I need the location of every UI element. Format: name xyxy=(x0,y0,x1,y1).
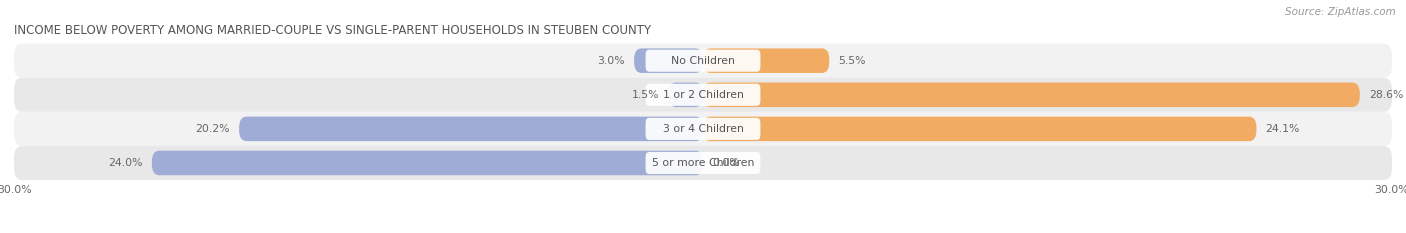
FancyBboxPatch shape xyxy=(703,48,830,73)
FancyBboxPatch shape xyxy=(14,44,1392,78)
Text: INCOME BELOW POVERTY AMONG MARRIED-COUPLE VS SINGLE-PARENT HOUSEHOLDS IN STEUBEN: INCOME BELOW POVERTY AMONG MARRIED-COUPL… xyxy=(14,24,651,37)
FancyBboxPatch shape xyxy=(634,48,703,73)
FancyBboxPatch shape xyxy=(14,146,1392,180)
FancyBboxPatch shape xyxy=(645,152,761,174)
FancyBboxPatch shape xyxy=(14,78,1392,112)
Text: 1 or 2 Children: 1 or 2 Children xyxy=(662,90,744,100)
Text: Source: ZipAtlas.com: Source: ZipAtlas.com xyxy=(1285,7,1396,17)
FancyBboxPatch shape xyxy=(14,112,1392,146)
Text: 3.0%: 3.0% xyxy=(598,56,624,66)
Text: 28.6%: 28.6% xyxy=(1369,90,1403,100)
Text: 20.2%: 20.2% xyxy=(195,124,231,134)
FancyBboxPatch shape xyxy=(669,82,703,107)
FancyBboxPatch shape xyxy=(703,116,1257,141)
FancyBboxPatch shape xyxy=(645,118,761,140)
Text: 5 or more Children: 5 or more Children xyxy=(652,158,754,168)
Text: 5.5%: 5.5% xyxy=(838,56,866,66)
Text: 1.5%: 1.5% xyxy=(631,90,659,100)
Text: 3 or 4 Children: 3 or 4 Children xyxy=(662,124,744,134)
Text: 24.1%: 24.1% xyxy=(1265,124,1301,134)
FancyBboxPatch shape xyxy=(703,82,1360,107)
Text: 24.0%: 24.0% xyxy=(108,158,142,168)
FancyBboxPatch shape xyxy=(239,116,703,141)
FancyBboxPatch shape xyxy=(645,50,761,72)
FancyBboxPatch shape xyxy=(645,84,761,106)
Text: 0.0%: 0.0% xyxy=(713,158,740,168)
FancyBboxPatch shape xyxy=(152,151,703,175)
Text: No Children: No Children xyxy=(671,56,735,66)
